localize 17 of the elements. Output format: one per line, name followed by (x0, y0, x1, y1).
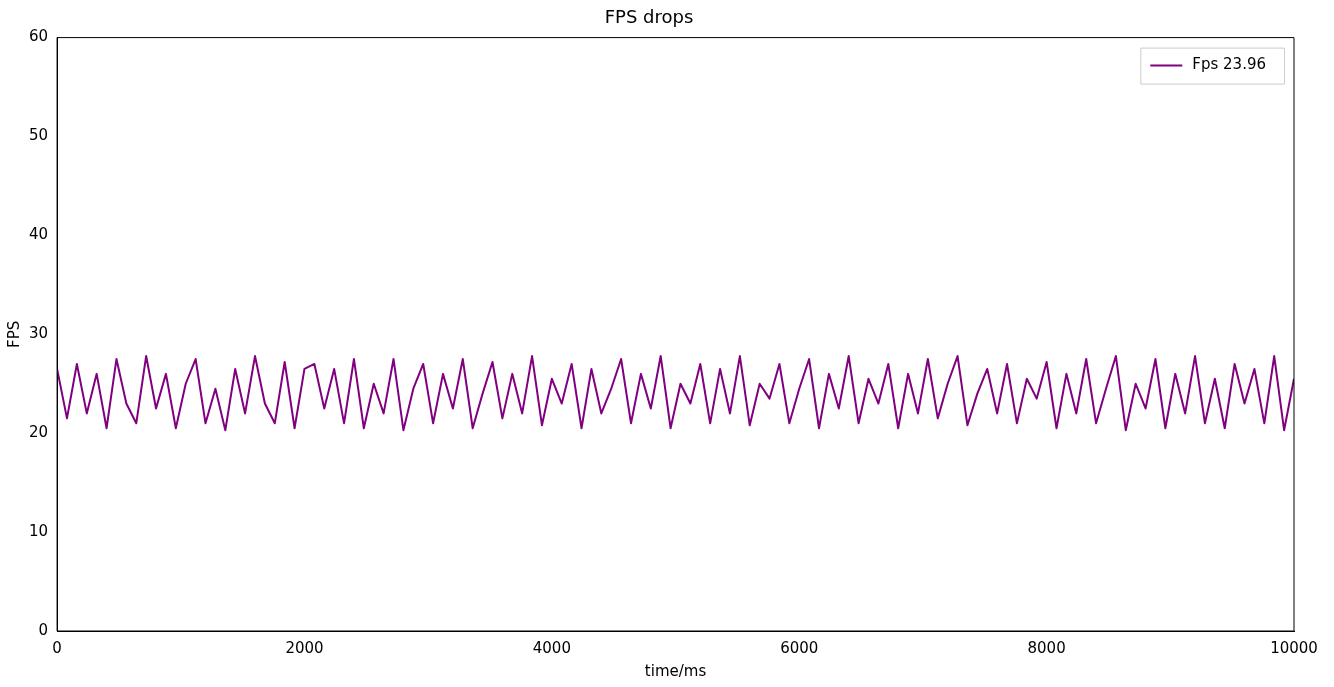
x-tick-label: 8000 (1027, 638, 1066, 657)
y-tick-label: 40 (28, 225, 49, 244)
y-tick-label: 0 (38, 620, 49, 639)
x-tick-label: 2000 (285, 638, 324, 657)
y-tick-label: 60 (28, 27, 49, 46)
chart-title: FPS drops (604, 6, 694, 28)
y-tick-label: 50 (28, 126, 49, 145)
legend-label: Fps 23.96 (1192, 55, 1267, 74)
x-tick-label: 4000 (532, 638, 571, 657)
x-tick-label: 0 (52, 638, 62, 657)
y-tick-label: 20 (28, 423, 49, 442)
x-axis-title: time/ms (644, 661, 707, 680)
y-tick-label: 30 (28, 324, 49, 343)
y-tick-label: 10 (28, 521, 49, 540)
y-axis-title: FPS (4, 320, 23, 348)
x-tick-label: 10000 (1270, 638, 1318, 657)
x-tick-label: 6000 (780, 638, 819, 657)
